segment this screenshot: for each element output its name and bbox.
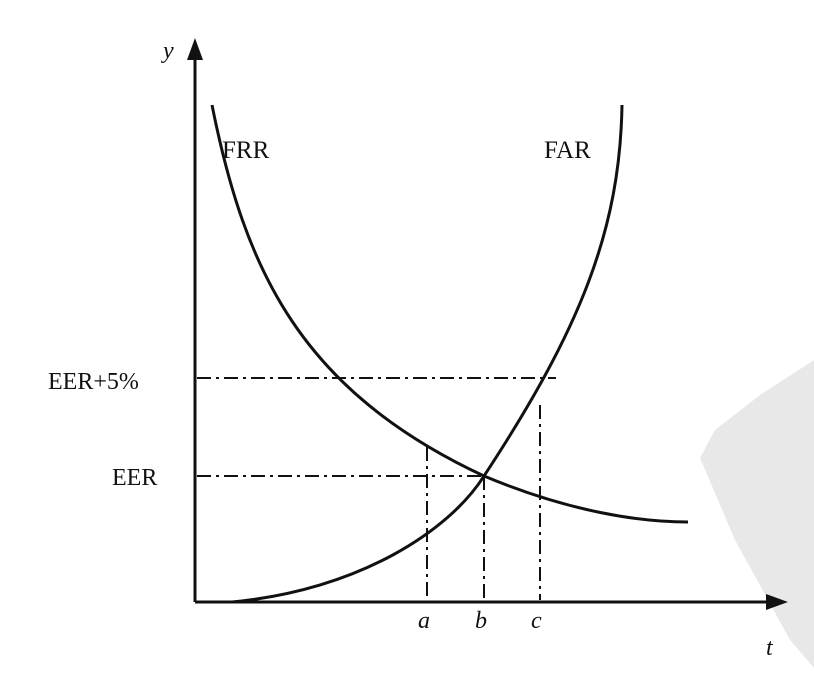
watermark-shape bbox=[700, 360, 814, 668]
eer5-label: EER+5% bbox=[48, 369, 139, 395]
far-curve bbox=[231, 104, 624, 604]
x-axis-label: t bbox=[766, 635, 774, 661]
frr-curve bbox=[210, 104, 689, 524]
marker-a-label: a bbox=[418, 608, 430, 634]
far-label: FAR bbox=[544, 137, 591, 164]
x-axis-arrow bbox=[766, 594, 788, 610]
y-axis-label: y bbox=[161, 38, 174, 64]
eer-label: EER bbox=[112, 465, 157, 491]
marker-c-label: c bbox=[531, 608, 542, 634]
marker-b-label: b bbox=[475, 608, 487, 634]
frr-label: FRR bbox=[222, 137, 270, 164]
y-axis-arrow bbox=[187, 38, 203, 60]
